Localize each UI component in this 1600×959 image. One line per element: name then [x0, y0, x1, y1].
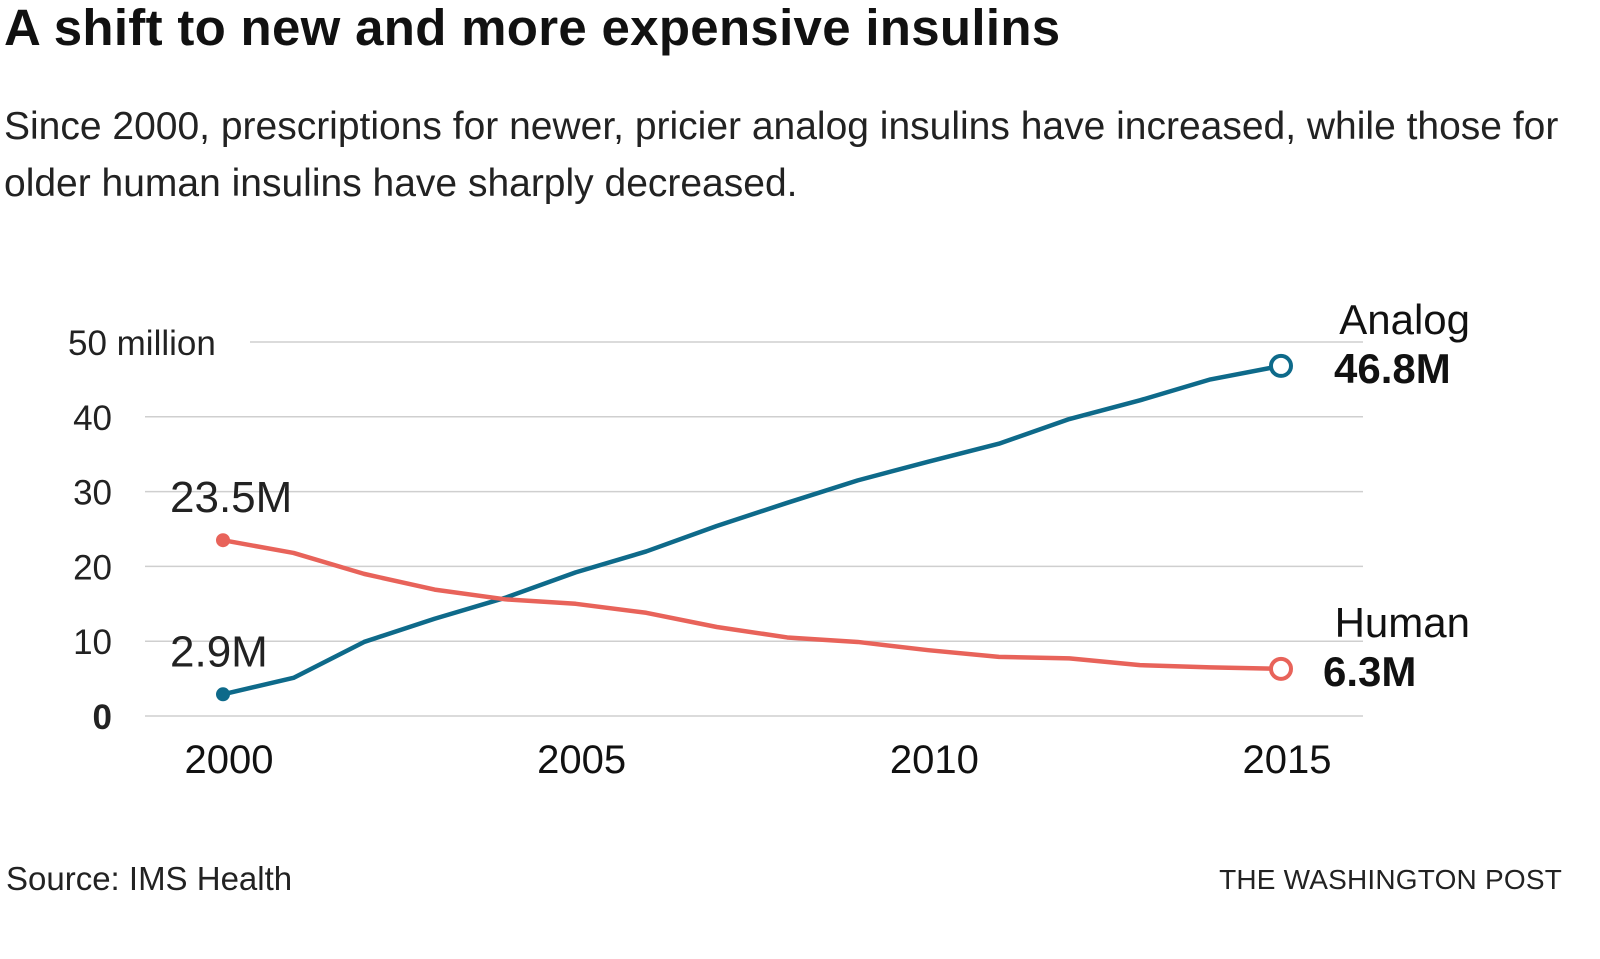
x-tick-label: 2005	[537, 738, 626, 782]
chart-title: A shift to new and more expensive insuli…	[4, 0, 1061, 56]
end-value-label: 6.3M	[1323, 648, 1416, 695]
series-line-human	[222, 538, 1282, 672]
start-point-human	[216, 533, 230, 548]
series-line-analog	[222, 363, 1282, 697]
end-value-label: 46.8M	[1334, 345, 1451, 392]
start-point-analog	[216, 687, 230, 702]
y-tick-label: 20	[73, 548, 112, 587]
y-tick-label: 50 million	[68, 324, 216, 363]
start-value-label: 23.5M	[170, 473, 292, 522]
y-tick-label: 30	[73, 474, 112, 513]
publisher-credit: THE WASHINGTON POST	[1219, 864, 1562, 895]
end-point-human	[1269, 656, 1293, 681]
x-tick-label: 2015	[1243, 738, 1332, 782]
series-name-label: Analog	[1339, 296, 1470, 343]
y-tick-label: 0	[93, 698, 112, 737]
series-name-label: Human	[1335, 599, 1470, 646]
source-note: Source: IMS Health	[6, 860, 293, 897]
end-point-analog	[1269, 353, 1293, 378]
x-tick-label: 2010	[890, 738, 979, 782]
start-value-label: 2.9M	[170, 627, 268, 676]
y-tick-label: 40	[73, 399, 112, 438]
x-tick-label: 2000	[185, 738, 274, 782]
y-tick-label: 10	[73, 623, 112, 662]
chart-subtitle: Since 2000, prescriptions for newer, pri…	[4, 105, 1559, 205]
